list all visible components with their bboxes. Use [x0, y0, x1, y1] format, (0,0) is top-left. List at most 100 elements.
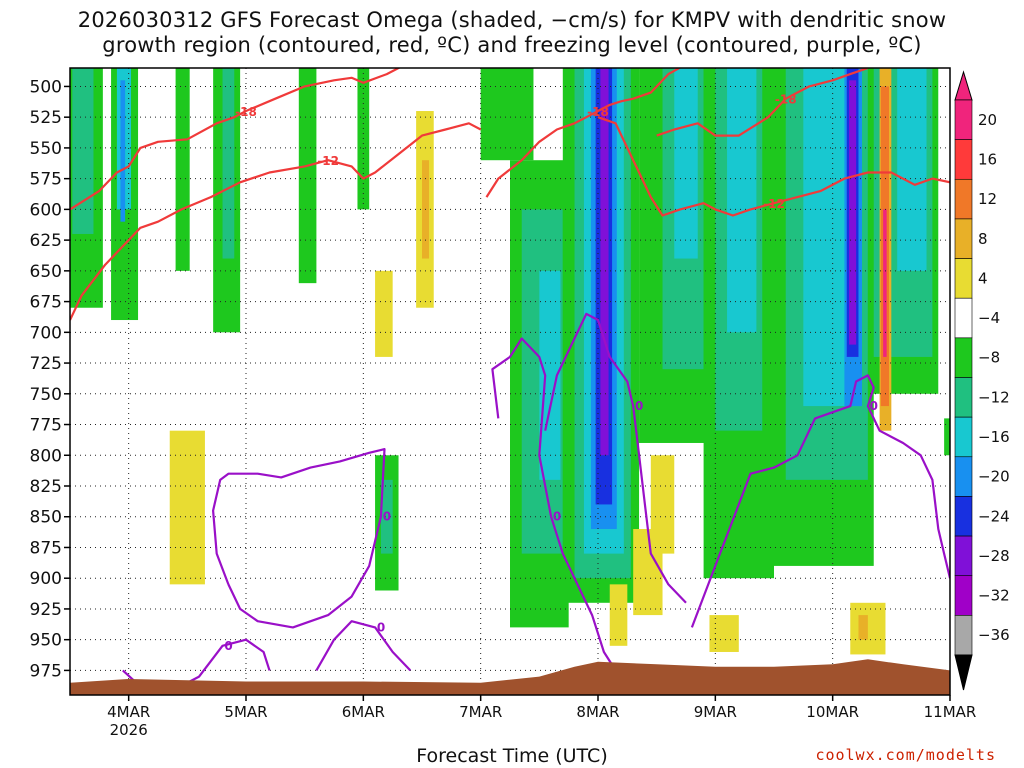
omega-region: [849, 80, 857, 345]
colorbar-label: 16: [978, 150, 997, 168]
y-tick-label: 500: [30, 77, 62, 97]
colorbar-label: −4: [978, 309, 1000, 327]
colorbar-segment: [954, 456, 973, 497]
dgz-contour-label: -18: [775, 93, 797, 107]
y-tick-label: 725: [30, 354, 62, 374]
colorbar-top-arrow: [954, 70, 973, 101]
y-tick-label: 600: [30, 200, 62, 220]
omega-region: [609, 584, 628, 646]
dgz-contour-label: -12: [317, 154, 339, 168]
y-tick-label: 650: [30, 262, 62, 282]
omega-region: [298, 68, 317, 284]
dgz-contour-line: [597, 116, 950, 217]
dgz-contour-line: [70, 122, 482, 321]
colorbar-segment: [954, 337, 973, 378]
omega-region: [600, 68, 609, 456]
freezing-contour-label: 0: [377, 620, 385, 634]
dgz-contour-line: [70, 68, 401, 211]
omega-region: [120, 80, 126, 222]
freezing-contour-label: 0: [635, 399, 643, 413]
y-tick-label: 900: [30, 569, 62, 589]
x-tick-label: 8MAR: [576, 703, 619, 721]
colorbar-segment: [954, 615, 973, 656]
colorbar-label: 8: [978, 230, 988, 248]
x-tick-label: 11MAR: [924, 703, 977, 721]
dgz-contour-line: [485, 68, 682, 198]
omega-region: [175, 68, 190, 271]
colorbar-label: 20: [978, 111, 997, 129]
y-tick-label: 975: [30, 661, 62, 681]
colorbar-label: −36: [978, 626, 1010, 644]
plot-layer: -18 -18 -12 -12 -18 0 0 0 0 0 0: [70, 68, 950, 695]
dgz-contour-label: -12: [763, 197, 785, 211]
y-tick-label: 525: [30, 108, 62, 128]
x-tick-label: 4MAR: [107, 703, 150, 721]
y-tick-label: 925: [30, 600, 62, 620]
freezing-contour-line: [690, 374, 950, 628]
y-tick-label: 950: [30, 631, 62, 651]
dgz-contour-line: [656, 68, 869, 137]
y-tick-label: 625: [30, 231, 62, 251]
colorbar-segment: [954, 535, 973, 577]
omega-region: [897, 68, 927, 271]
colorbar-segment: [954, 258, 973, 299]
x-tick-label: 6MAR: [342, 703, 385, 721]
y-tick-label: 850: [30, 508, 62, 528]
dgz-contour-label: -18: [235, 105, 257, 119]
colorbar-label: −32: [978, 587, 1010, 605]
colorbar-segment: [954, 99, 973, 140]
y-tick-label: 800: [30, 446, 62, 466]
dgz-contour-label: -18: [587, 105, 609, 119]
colorbar-segment: [954, 297, 973, 339]
freezing-contour-line: [315, 620, 412, 672]
colorbar-label: −12: [978, 388, 1010, 406]
omega-region: [944, 418, 950, 456]
omega-region: [539, 270, 561, 480]
omega-region: [858, 615, 868, 640]
x-axis-label: Forecast Time (UTC): [416, 745, 608, 767]
y-tick-label: 550: [30, 139, 62, 159]
colorbar-label: −16: [978, 428, 1010, 446]
freezing-contour-line: [491, 337, 617, 671]
colorbar-segment: [954, 377, 973, 418]
colorbar-segment: [954, 575, 973, 616]
freezing-contour-label: 0: [553, 510, 561, 524]
freezing-contour-label: 0: [224, 639, 232, 653]
colorbar-label: −24: [978, 507, 1010, 525]
x-tick-sublabel: 2026: [110, 721, 148, 739]
omega-region: [380, 479, 393, 554]
colorbar-segment: [954, 416, 973, 458]
freezing-contour-line: [544, 312, 687, 604]
omega-region: [674, 68, 698, 259]
freezing-contour-line: [212, 448, 386, 629]
chart-title-line1: 2026030312 GFS Forecast Omega (shaded, −…: [77, 8, 947, 32]
freezing-contour-label: 0: [870, 399, 878, 413]
colorbar-label: −8: [978, 349, 1000, 367]
freezing-contour-label: 0: [383, 510, 391, 524]
omega-region: [480, 68, 534, 161]
colorbar-segment: [954, 218, 973, 259]
omega-region: [883, 209, 887, 357]
y-tick-label: 575: [30, 170, 62, 190]
colorbar-segment: [954, 139, 973, 180]
x-tick-label: 9MAR: [694, 703, 737, 721]
omega-region: [709, 615, 739, 652]
y-tick-label: 825: [30, 477, 62, 497]
omega-region: [850, 602, 886, 655]
y-tick-label: 750: [30, 385, 62, 405]
colorbar-bottom-arrow: [954, 654, 973, 691]
y-tick-label: 675: [30, 293, 62, 313]
colorbar-label: 12: [978, 190, 997, 208]
omega-region: [727, 68, 757, 333]
x-tick-label: 7MAR: [459, 703, 502, 721]
omega-region: [375, 270, 393, 357]
y-tick-label: 775: [30, 416, 62, 436]
y-tick-label: 875: [30, 538, 62, 558]
chart-title-line2: growth region (contoured, red, ºC) and f…: [102, 33, 922, 57]
omega-region: [169, 430, 205, 585]
colorbar-segment: [954, 178, 973, 220]
source-credit[interactable]: coolwx.com/modelts: [815, 746, 996, 764]
colorbar-label: −28: [978, 547, 1010, 565]
y-tick-label: 700: [30, 323, 62, 343]
